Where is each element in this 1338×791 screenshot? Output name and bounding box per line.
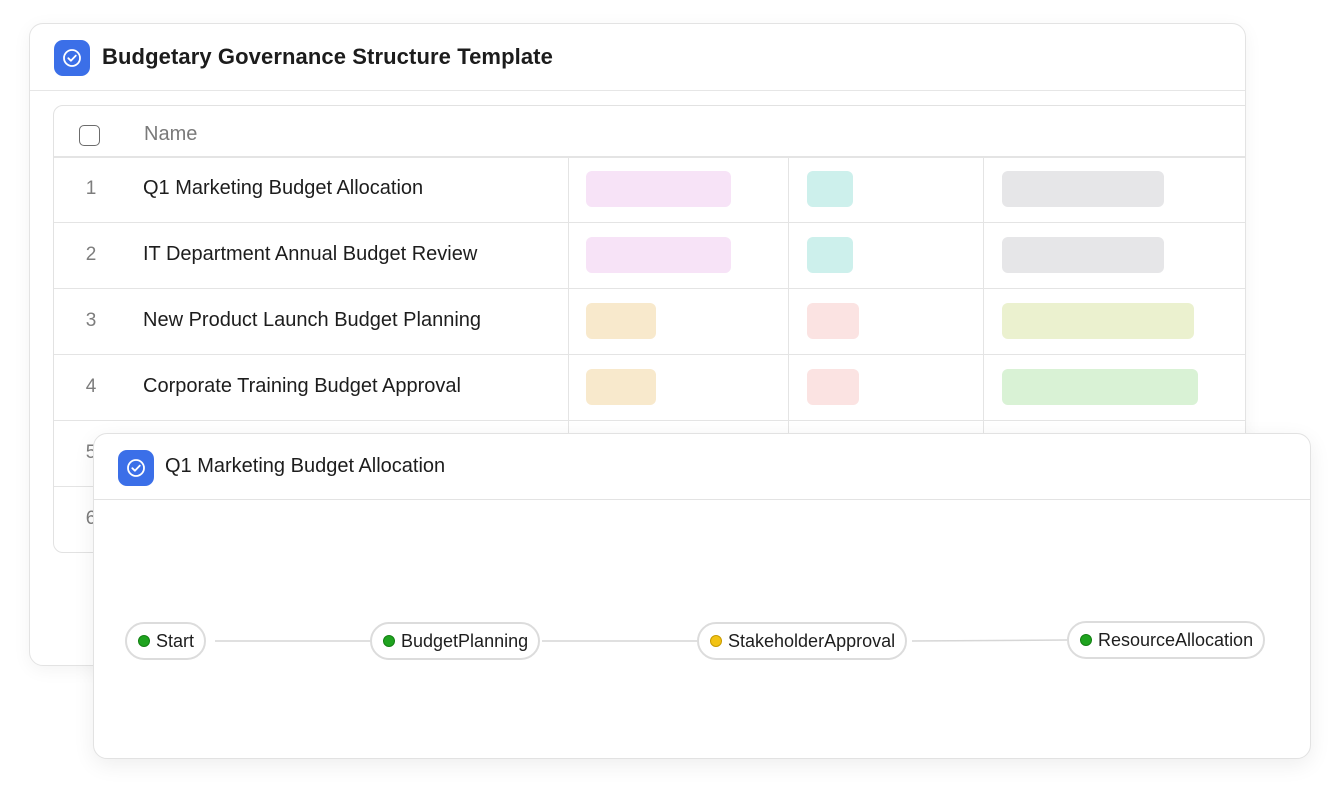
tag-pill[interactable] (1002, 369, 1198, 405)
flow-node-label: BudgetPlanning (401, 630, 529, 651)
tag-pill[interactable] (807, 303, 859, 339)
tag-pill[interactable] (807, 237, 853, 273)
status-dot-icon (138, 635, 150, 647)
table-row[interactable]: 6 (54, 486, 1245, 552)
tag-pill[interactable] (807, 171, 853, 207)
detail-title: Q1 Marketing Budget Allocation (165, 455, 446, 477)
table-row[interactable]: 1 Q1 Marketing Budget Allocation (54, 156, 1245, 223)
window-header: Budgetary Governance Structure Template (30, 24, 1245, 91)
tag-pill[interactable] (586, 237, 731, 273)
row-number: 3 (85, 310, 97, 331)
status-dot-icon (710, 635, 722, 647)
row-name[interactable]: New Product Launch Budget Planning (143, 309, 482, 331)
check-circle-icon (54, 40, 90, 76)
table-row[interactable]: 3 New Product Launch Budget Planning (54, 288, 1245, 355)
table-row[interactable]: 4 Corporate Training Budget Approval (54, 354, 1245, 421)
window-title: Budgetary Governance Structure Template (102, 44, 553, 69)
row-name[interactable]: Corporate Training Budget Approval (143, 375, 461, 397)
flow-node-resource-allocation[interactable]: ResourceAllocation (1067, 621, 1266, 659)
tag-pill[interactable] (586, 171, 731, 207)
row-name[interactable]: Q1 Marketing Budget Allocation (143, 177, 424, 199)
flow-connector (911, 639, 1068, 642)
flow-node-budget-planning[interactable]: BudgetPlanning (370, 622, 541, 660)
detail-window: Q1 Marketing Budget Allocation Start Bud… (93, 433, 1311, 759)
tag-pill[interactable] (586, 369, 656, 405)
detail-header: Q1 Marketing Budget Allocation (94, 434, 1310, 500)
table-header: Name (54, 106, 1245, 158)
tag-pill[interactable] (1002, 171, 1164, 207)
status-dot-icon (383, 635, 395, 647)
flow-node-label: Start (156, 630, 195, 651)
select-all-checkbox[interactable] (79, 125, 100, 146)
tag-pill[interactable] (1002, 237, 1164, 273)
flow-node-start[interactable]: Start (125, 622, 207, 660)
flow-node-label: ResourceAllocation (1098, 629, 1254, 650)
row-number: 1 (85, 178, 97, 199)
flow-connectors (215, 639, 1068, 642)
row-name[interactable]: IT Department Annual Budget Review (143, 243, 478, 265)
name-column-header[interactable]: Name (144, 123, 198, 145)
tag-pill[interactable] (1002, 303, 1194, 339)
check-circle-icon (118, 450, 154, 486)
flow-node-stakeholder-approval[interactable]: StakeholderApproval (697, 622, 908, 660)
row-number: 6 (85, 508, 97, 529)
tag-pill[interactable] (807, 369, 859, 405)
flow-node-label: StakeholderApproval (728, 630, 896, 651)
tag-pill[interactable] (586, 303, 656, 339)
row-number: 4 (85, 376, 97, 397)
table-row[interactable]: 2 IT Department Annual Budget Review (54, 222, 1245, 289)
row-number: 2 (85, 244, 97, 265)
status-dot-icon (1080, 634, 1092, 646)
row-number: 5 (85, 442, 97, 463)
